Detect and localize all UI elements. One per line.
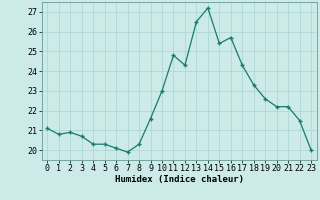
X-axis label: Humidex (Indice chaleur): Humidex (Indice chaleur)	[115, 175, 244, 184]
